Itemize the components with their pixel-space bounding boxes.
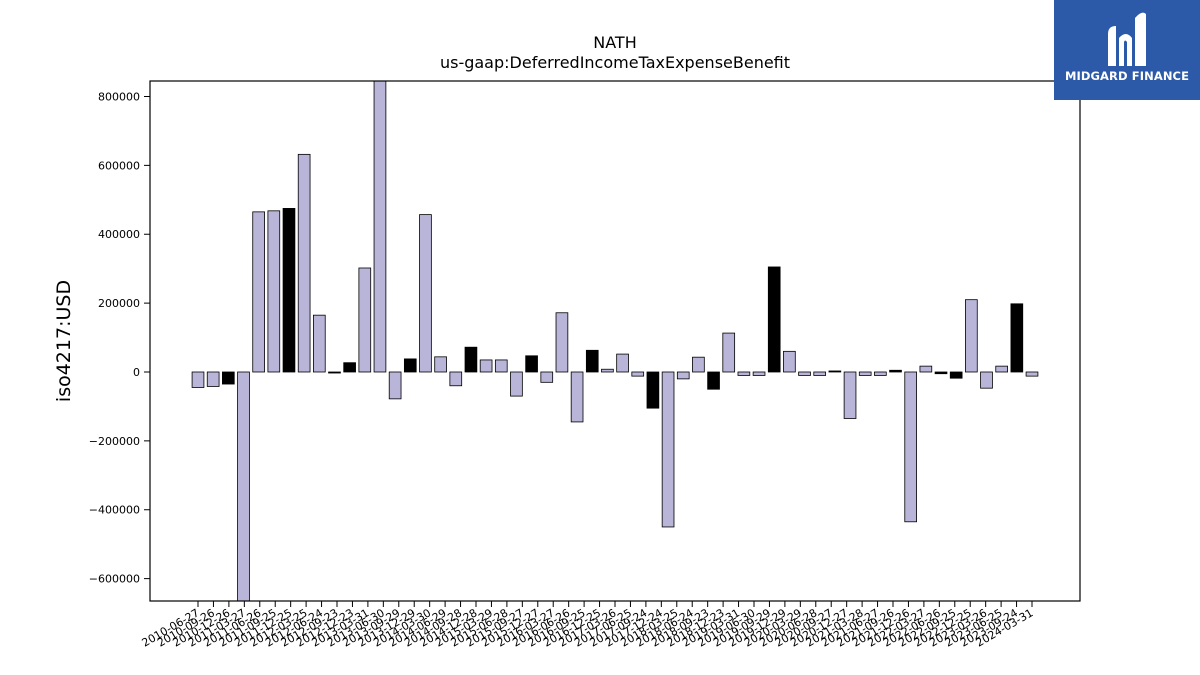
y-axis: −600000 −400000 −200000 0 200000 400000 600000… xyxy=(89,90,150,586)
bar xyxy=(767,266,781,373)
bar xyxy=(661,371,675,528)
plot-frame xyxy=(149,80,1081,602)
bar xyxy=(297,153,311,373)
chart-subtitle: us-gaap:DeferredIncomeTaxExpenseBenefit xyxy=(440,53,790,72)
bar xyxy=(252,211,265,373)
bar xyxy=(616,353,629,373)
bar xyxy=(783,350,796,373)
bar xyxy=(919,365,933,373)
bar xyxy=(798,371,811,376)
bar xyxy=(479,359,493,373)
bar xyxy=(737,371,751,376)
bar xyxy=(752,371,766,376)
bar xyxy=(419,214,432,373)
y-tick-label: 400000 xyxy=(98,228,140,241)
bar xyxy=(707,371,720,390)
bar xyxy=(858,371,872,376)
bar xyxy=(570,371,584,423)
bar xyxy=(676,371,690,380)
bar xyxy=(206,371,220,387)
bar xyxy=(403,358,417,373)
bar xyxy=(282,208,296,373)
logo-text: MIDGARD FINANCE xyxy=(1064,69,1190,83)
bar xyxy=(828,370,842,373)
bars-group xyxy=(191,80,1039,602)
bar xyxy=(813,371,827,376)
bar xyxy=(343,362,356,373)
bar xyxy=(540,371,554,383)
y-tick-label: 0 xyxy=(133,366,140,379)
bar xyxy=(222,371,235,385)
bar xyxy=(631,371,645,377)
bar xyxy=(995,365,1008,373)
bar xyxy=(267,210,281,373)
y-tick-label: 800000 xyxy=(98,90,140,103)
y-axis-label: iso4217:USD xyxy=(53,280,75,402)
bar xyxy=(358,267,372,373)
bar xyxy=(312,314,326,373)
bar xyxy=(449,371,463,387)
bar xyxy=(525,355,538,373)
bar xyxy=(1010,303,1024,373)
bar xyxy=(601,368,614,373)
bar xyxy=(980,371,993,389)
bar xyxy=(555,312,569,373)
bar xyxy=(388,371,402,400)
bar xyxy=(646,371,660,409)
bar xyxy=(373,80,387,373)
bar xyxy=(692,356,705,373)
bar xyxy=(510,371,523,397)
bar xyxy=(934,371,948,375)
midgard-logo-mark-icon xyxy=(1108,12,1146,67)
bar xyxy=(1025,371,1039,377)
bar xyxy=(889,369,902,373)
bar xyxy=(328,371,341,374)
y-tick-label: −200000 xyxy=(89,435,140,448)
y-tick-label: 600000 xyxy=(98,159,140,172)
y-tick-label: −600000 xyxy=(89,573,140,586)
chart-title: NATH xyxy=(593,33,636,52)
bar xyxy=(237,371,250,602)
bar xyxy=(965,299,978,373)
bar xyxy=(494,359,508,373)
bar xyxy=(904,371,918,523)
bar xyxy=(464,346,478,373)
bar xyxy=(434,356,447,373)
bar xyxy=(191,371,205,388)
bar xyxy=(585,349,599,373)
bar xyxy=(843,371,857,419)
bar xyxy=(722,332,736,373)
y-tick-label: −400000 xyxy=(89,504,140,517)
bar xyxy=(949,371,963,379)
x-axis: 2010-06-272010-09-262010-12-262011-03-27… xyxy=(140,601,1036,650)
y-tick-label: 200000 xyxy=(98,297,140,310)
bar xyxy=(874,371,887,376)
midgard-finance-logo: MIDGARD FINANCE xyxy=(1054,0,1200,100)
